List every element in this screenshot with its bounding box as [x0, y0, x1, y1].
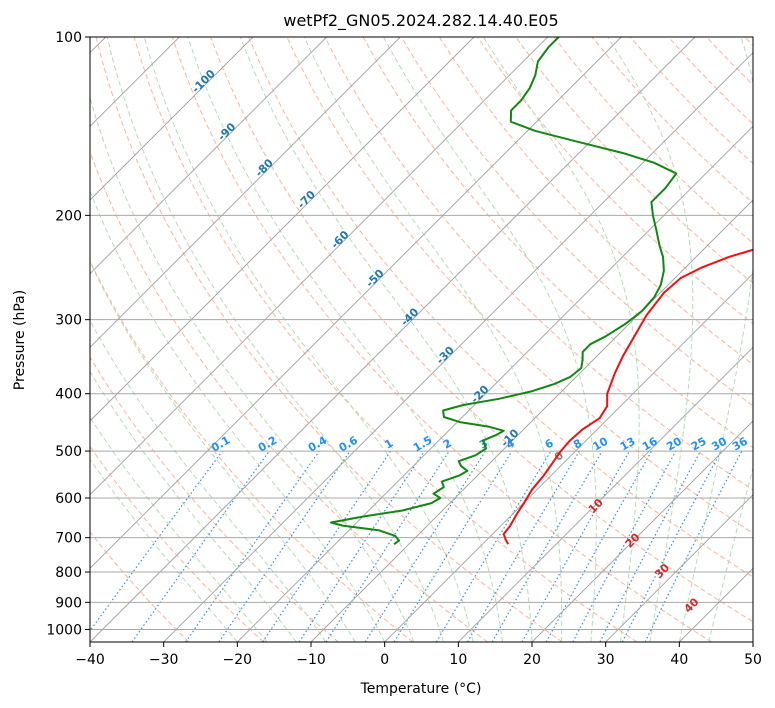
pressure-gridlines — [90, 37, 753, 630]
moist-adiabat — [90, 416, 268, 642]
moist-adiabat — [90, 319, 327, 642]
isotherm-line — [236, 125, 753, 642]
isotherm-line — [90, 37, 254, 201]
moist-adiabat — [106, 37, 445, 642]
isotherm-line — [531, 420, 753, 642]
isotherm-line — [310, 199, 753, 642]
y-tick-label: 900 — [55, 595, 82, 611]
x-tick-label: 50 — [744, 652, 762, 668]
x-tick-label: 40 — [670, 652, 688, 668]
plot-frame — [89, 36, 754, 643]
moist-adiabats — [90, 37, 753, 642]
isotherm-line — [605, 493, 753, 642]
plot-area: -100-90-80-70-60-50-40-30-20-100.1 0.2 0.4… — [90, 37, 753, 642]
moist-adiabat — [239, 37, 533, 642]
isotherm-line — [163, 51, 753, 642]
x-tick-label: 0 — [380, 652, 389, 668]
moist-adiabat — [607, 37, 694, 642]
y-tick-label: 700 — [55, 531, 82, 547]
dry-adiabat — [248, 37, 753, 578]
isotherm-line — [457, 346, 753, 642]
y-tick-label: 800 — [55, 565, 82, 581]
isotherm-line — [90, 37, 475, 422]
isotherm-line — [90, 37, 622, 570]
data-series — [330, 37, 753, 546]
mixing-ratio-line — [218, 450, 351, 642]
dry-adiabat — [90, 150, 488, 642]
moist-adiabat — [187, 37, 503, 642]
x-tick-label: −30 — [149, 652, 179, 668]
y-tick-label: 400 — [55, 387, 82, 403]
x-tick-label: −20 — [223, 652, 253, 668]
mixing-ratio-lines — [90, 450, 743, 642]
mixing-ratio-line — [644, 450, 743, 642]
dry-adiabat — [438, 37, 753, 366]
chart-title: wetPf2_GN05.2024.282.14.40.E05 — [283, 11, 558, 31]
dry-adiabat — [171, 37, 712, 642]
y-tick-label: 1000 — [46, 622, 82, 638]
mixing-ratio-line — [393, 450, 513, 642]
moist-adiabat — [708, 466, 753, 642]
dry-adiabat — [400, 37, 753, 407]
dry-adiabat — [95, 37, 563, 642]
mixing-ratio-line — [90, 450, 223, 632]
dry-adiabat — [90, 445, 264, 642]
isotherm-line — [90, 37, 549, 496]
moist-adiabat — [383, 37, 597, 642]
mixing-ratio-line — [325, 450, 450, 642]
moist-adiabat — [678, 37, 753, 642]
moist-adiabat — [143, 37, 474, 642]
temperature-profile-line — [502, 248, 753, 545]
x-tick-label: −10 — [296, 652, 326, 668]
dewpoint-profile-line — [330, 37, 678, 546]
moist-adiabat — [303, 37, 563, 642]
moist-adiabat — [90, 189, 386, 642]
dry-adiabat — [515, 37, 753, 284]
y-tick-label: 200 — [55, 208, 82, 224]
mixing-ratio-line — [262, 450, 392, 642]
mixing-ratio-line — [185, 450, 320, 642]
mixing-ratio-line — [572, 450, 677, 642]
y-tick-label: 100 — [55, 30, 82, 46]
y-axis-title: Pressure (hPa) — [12, 290, 28, 390]
y-axis-ticks: 100 200 300 400 500 600 700 800 900 1000 — [46, 30, 90, 638]
mixing-ratio-line — [545, 450, 653, 642]
isotherm-line — [384, 272, 753, 642]
dry-adiabat — [133, 37, 638, 642]
isotherm-line — [90, 37, 401, 349]
mixing-ratio-line — [131, 450, 270, 642]
y-tick-label: 300 — [55, 313, 82, 329]
x-tick-label: 30 — [597, 652, 615, 668]
moist-adiabat — [482, 37, 640, 642]
x-tick-label: −40 — [75, 652, 105, 668]
dry-adiabat — [90, 356, 339, 642]
x-tick-label: 20 — [523, 652, 541, 668]
isotherms — [90, 37, 753, 642]
x-axis-title: Temperature (°C) — [360, 681, 482, 697]
dry-adiabat — [90, 531, 190, 642]
isotherm-line — [90, 37, 696, 642]
moist-adiabat — [90, 260, 356, 642]
x-tick-label: 10 — [449, 652, 467, 668]
isotherm-line — [90, 37, 328, 275]
mixing-ratio-line — [298, 450, 425, 642]
y-tick-label: 600 — [55, 491, 82, 507]
x-axis-ticks: −40 −30 −20 −10 0 10 20 30 40 50 — [75, 642, 762, 668]
mixing-ratio-line — [521, 450, 631, 642]
moist-adiabat — [90, 458, 238, 642]
dry-adiabat — [210, 37, 753, 623]
y-tick-label: 500 — [55, 444, 82, 460]
